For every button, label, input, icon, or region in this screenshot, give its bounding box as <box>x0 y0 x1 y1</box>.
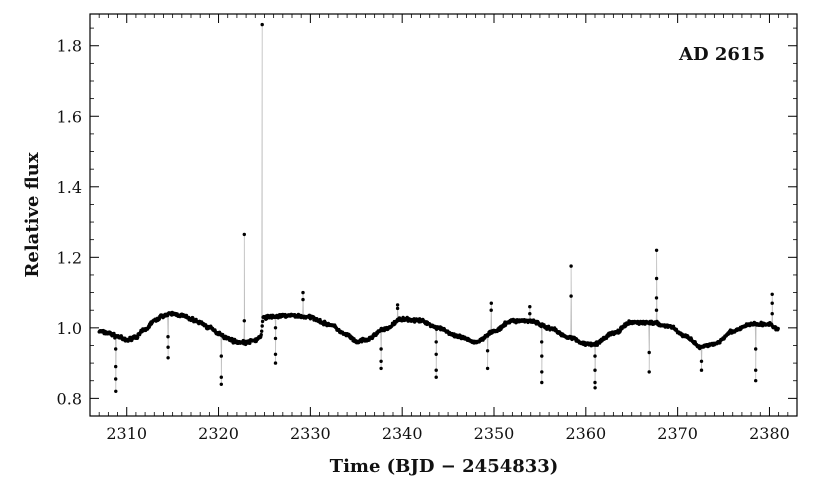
flux-trace-line <box>98 24 779 392</box>
data-point <box>569 294 573 298</box>
data-point <box>593 380 597 385</box>
data-point <box>489 308 493 312</box>
x-tick-label: 2380 <box>749 424 790 443</box>
y-tick-label: 1.8 <box>57 37 82 56</box>
x-tick-label: 2360 <box>565 424 606 443</box>
y-axis-title: Relative flux <box>22 152 43 277</box>
data-point <box>654 308 659 312</box>
data-point <box>754 368 758 372</box>
data-point <box>379 366 383 371</box>
data-point <box>485 366 490 371</box>
data-point <box>654 248 659 252</box>
y-tick-label: 1.2 <box>57 248 82 267</box>
data-point <box>776 326 780 331</box>
y-tick-label: 1.0 <box>57 319 82 338</box>
data-point <box>647 370 651 374</box>
data-point <box>260 22 264 27</box>
data-point <box>259 333 263 337</box>
x-tick-label: 2370 <box>657 424 698 443</box>
y-tick-label: 1.6 <box>57 107 82 126</box>
x-tick-label: 2320 <box>198 424 239 443</box>
x-tick-label: 2350 <box>474 424 515 443</box>
data-point <box>166 345 170 349</box>
data-point <box>260 319 265 324</box>
data-point <box>114 364 118 369</box>
data-point <box>379 347 383 351</box>
data-point <box>754 347 758 351</box>
data-point <box>395 306 400 311</box>
data-point <box>770 301 774 305</box>
data-point <box>166 356 170 360</box>
data-point <box>136 335 140 339</box>
data-point <box>569 264 573 268</box>
data-point <box>301 290 305 295</box>
data-point <box>219 375 223 379</box>
data-point <box>489 301 493 305</box>
data-point <box>654 276 659 281</box>
x-tick-label: 2330 <box>290 424 331 443</box>
data-point <box>540 340 544 344</box>
data-point <box>699 368 704 372</box>
data-point <box>770 292 774 296</box>
data-point <box>273 352 278 356</box>
x-tick-label: 2310 <box>106 424 147 443</box>
data-point <box>219 354 223 358</box>
data-point <box>654 296 659 300</box>
data-point <box>434 368 438 372</box>
data-point <box>114 389 118 393</box>
data-point <box>114 347 118 351</box>
data-point <box>395 303 400 307</box>
data-point <box>273 361 278 365</box>
data-point <box>273 336 278 341</box>
data-point <box>593 354 597 358</box>
star-label: AD 2615 <box>678 44 765 65</box>
data-point <box>528 305 532 309</box>
data-point <box>595 343 599 347</box>
data-point <box>114 377 118 381</box>
data-point <box>540 370 544 374</box>
plot-frame <box>89 13 798 417</box>
data-point <box>166 335 170 339</box>
data-point <box>219 382 223 386</box>
data-point <box>379 359 383 363</box>
data-point <box>434 375 438 379</box>
axes-layer: 2310 2320 2330 2340 2350 2360 2370 2380 0.8 1.0 1.… <box>57 13 798 443</box>
data-point <box>593 368 597 372</box>
data-point <box>273 326 278 330</box>
x-tick-label: 2340 <box>382 424 423 443</box>
data-point <box>540 380 544 385</box>
y-tick-label: 1.4 <box>57 178 82 197</box>
x-axis-title: Time (BJD − 2454833) <box>330 456 559 477</box>
data-point <box>528 312 532 316</box>
data-point <box>593 386 597 390</box>
data-point <box>754 379 758 383</box>
data-point <box>770 312 774 316</box>
data-point <box>434 340 438 344</box>
data-point <box>540 354 544 358</box>
data-point <box>260 324 264 328</box>
y-tick-label: 0.8 <box>57 389 82 408</box>
data-point <box>248 341 252 345</box>
data-point <box>647 350 651 355</box>
data-point <box>242 232 246 237</box>
plot-layer <box>97 22 780 393</box>
data-point <box>434 352 438 356</box>
data-point <box>485 349 490 353</box>
data-point <box>260 329 264 333</box>
data-point <box>699 359 704 363</box>
data-point <box>242 319 246 323</box>
data-point <box>301 297 305 302</box>
